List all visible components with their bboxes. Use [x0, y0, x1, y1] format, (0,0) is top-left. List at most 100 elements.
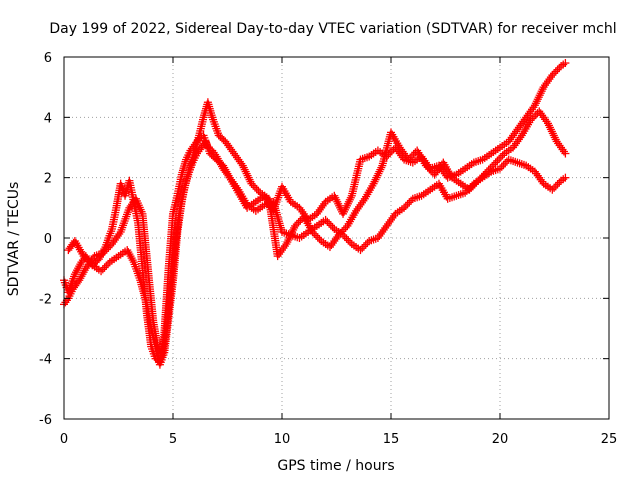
data-point — [109, 238, 118, 247]
data-point — [75, 276, 84, 285]
data-point — [493, 156, 502, 165]
data-point — [197, 143, 206, 152]
data-point — [81, 264, 90, 273]
data-point — [397, 145, 406, 154]
data-point — [242, 169, 251, 178]
data-points — [60, 59, 570, 369]
y-axis-label: SDTVAR / TECUs — [6, 182, 22, 297]
data-point — [481, 169, 490, 178]
data-point — [278, 246, 286, 255]
data-point — [433, 166, 442, 175]
data-point — [330, 191, 339, 200]
data-point — [123, 246, 132, 255]
data-point — [339, 225, 348, 234]
data-point — [379, 225, 388, 234]
data-point — [465, 185, 474, 194]
data-point — [373, 234, 382, 242]
data-point — [522, 113, 531, 122]
data-point — [371, 175, 380, 184]
data-point — [531, 99, 540, 108]
data-point — [339, 209, 348, 218]
data-point — [128, 256, 137, 265]
data-point — [532, 97, 541, 106]
data-point — [345, 195, 354, 204]
data-point — [425, 165, 434, 174]
data-point — [510, 129, 519, 138]
data-point — [245, 175, 254, 184]
data-point — [283, 238, 292, 247]
data-point — [356, 246, 365, 255]
data-point — [230, 179, 239, 188]
data-point — [227, 175, 236, 184]
data-point — [333, 197, 342, 206]
data-point — [375, 231, 384, 240]
data-point — [83, 255, 92, 264]
data-point — [548, 71, 557, 80]
data-point — [377, 163, 386, 172]
data-point — [532, 169, 541, 178]
data-point — [330, 237, 339, 246]
data-point — [77, 258, 86, 267]
data-point — [244, 173, 253, 182]
data-point — [113, 231, 122, 240]
data-point — [387, 215, 395, 224]
data-point — [370, 177, 379, 186]
data-point — [406, 153, 415, 162]
data-point — [235, 157, 244, 166]
data-point — [561, 173, 570, 182]
data-point — [241, 167, 250, 176]
data-point — [315, 235, 324, 244]
data-point — [79, 252, 88, 261]
data-point — [551, 182, 560, 191]
data-point — [323, 217, 332, 226]
data-point — [357, 198, 366, 207]
data-point — [535, 107, 544, 116]
data-point — [548, 185, 557, 194]
data-point — [539, 113, 548, 122]
data-point — [404, 155, 413, 164]
data-point — [346, 238, 355, 247]
data-point — [526, 116, 535, 125]
data-point — [538, 111, 547, 120]
data-point — [230, 149, 239, 158]
data-point — [359, 196, 368, 205]
x-tick-label: 20 — [492, 432, 509, 447]
data-point — [520, 115, 529, 124]
data-point — [517, 119, 526, 128]
data-point — [374, 169, 383, 178]
data-point — [331, 235, 340, 244]
data-point — [511, 127, 520, 136]
data-point — [516, 133, 525, 142]
data-point — [359, 242, 368, 251]
data-point — [243, 171, 252, 180]
data-point — [527, 105, 536, 114]
data-point — [467, 183, 476, 192]
data-point — [228, 177, 237, 186]
data-point — [506, 135, 515, 144]
data-point — [292, 220, 301, 229]
data-point — [561, 59, 570, 68]
data-point — [74, 264, 83, 273]
data-point — [86, 259, 95, 268]
data-point — [488, 162, 497, 171]
data-point — [373, 171, 382, 180]
data-point — [228, 147, 237, 156]
data-point — [477, 173, 486, 182]
data-point — [514, 135, 523, 144]
data-point — [401, 202, 410, 211]
data-point — [221, 137, 230, 146]
data-point — [338, 227, 347, 236]
data-point — [112, 234, 121, 242]
data-point — [124, 248, 133, 257]
data-point — [545, 123, 554, 132]
data-point — [313, 233, 322, 242]
data-point — [536, 175, 545, 184]
data-point — [498, 151, 507, 160]
data-point — [287, 229, 296, 238]
data-point — [328, 239, 337, 248]
data-point — [332, 195, 341, 204]
data-point — [358, 244, 367, 253]
x-tick-label: 10 — [274, 432, 291, 447]
data-point — [407, 151, 416, 160]
data-point — [536, 89, 545, 98]
